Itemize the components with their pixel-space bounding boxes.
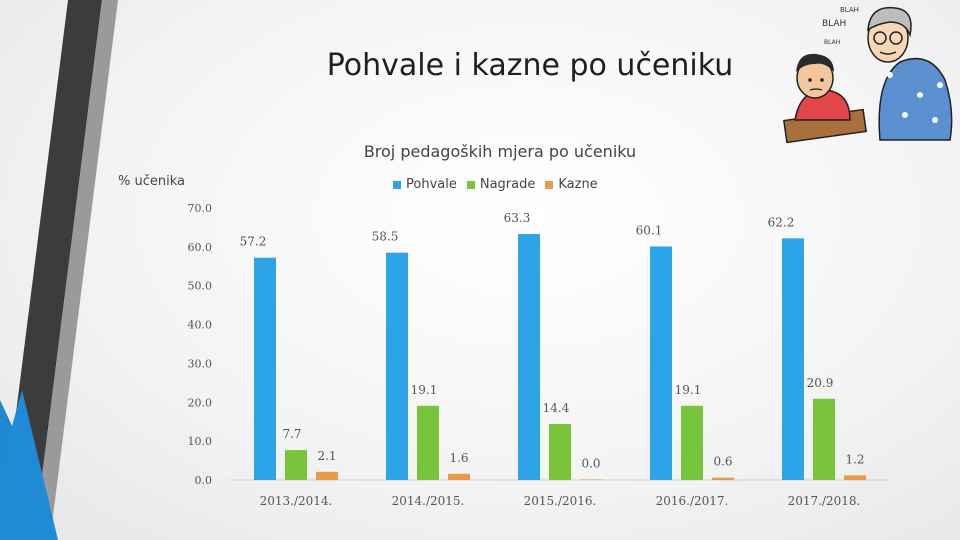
data-label-nagrade-2: 19.1: [411, 383, 438, 397]
slide-title: Pohvale i kazne po učeniku: [326, 48, 734, 83]
bar-kazne-3: [580, 479, 602, 480]
x-category-label: 2017./2018.: [788, 494, 861, 508]
chart-legend: Pohvale Nagrade Kazne: [393, 177, 598, 192]
data-label-pohvale-2: 58.5: [372, 230, 399, 244]
y-tick-label: 70.0: [188, 202, 213, 215]
data-label-nagrade-4: 19.1: [675, 383, 702, 397]
bar-pohvale-1: [254, 257, 276, 480]
data-label-pohvale-4: 60.1: [636, 223, 663, 237]
speech-text-1: BLAH: [840, 6, 859, 14]
teacher-student-illustration: BLAH BLAH BLAH: [783, 6, 953, 144]
y-tick-label: 10.0: [188, 435, 213, 448]
data-label-kazne-2: 1.6: [449, 451, 468, 465]
data-label-nagrade-3: 14.4: [543, 401, 570, 415]
bar-nagrade-5: [813, 398, 835, 480]
bar-nagrade-1: [285, 450, 307, 480]
bar-pohvale-4: [650, 246, 672, 480]
legend-label-kazne: Kazne: [558, 177, 598, 192]
x-category-label: 2013./2014.: [260, 494, 333, 508]
grey-stripe: [34, 0, 118, 540]
data-label-nagrade-1: 7.7: [282, 427, 301, 441]
data-label-nagrade-5: 20.9: [807, 376, 834, 390]
legend-item-nagrade: Nagrade: [466, 177, 536, 192]
bar-nagrade-2: [417, 405, 439, 480]
legend-swatch-pohvale: [393, 180, 401, 189]
bar-kazne-4: [712, 477, 734, 480]
data-label-kazne-4: 0.6: [713, 455, 732, 469]
y-tick-label: 30.0: [188, 357, 213, 370]
x-category-label: 2014./2015.: [392, 494, 465, 508]
y-tick-label: 50.0: [188, 280, 213, 293]
x-category-label: 2015./2016.: [524, 494, 597, 508]
bar-nagrade-3: [549, 424, 571, 480]
legend-swatch-kazne: [545, 180, 554, 189]
data-label-pohvale-3: 63.3: [504, 211, 531, 225]
data-label-kazne-3: 0.0: [581, 457, 600, 471]
y-tick-label: 20.0: [188, 396, 213, 409]
teacher-figure: [867, 6, 953, 141]
legend-item-kazne: Kazne: [545, 177, 598, 192]
legend-label-pohvale: Pohvale: [406, 177, 457, 192]
blue-stripe: [0, 390, 58, 540]
legend-swatch-nagrade: [466, 180, 475, 189]
bar-pohvale-3: [518, 234, 540, 480]
bar-kazne-5: [844, 475, 866, 480]
speech-text-3: BLAH: [824, 39, 840, 46]
y-tick-label: 0.0: [195, 474, 213, 487]
chart-title: Broj pedagoških mjera po učeniku: [363, 142, 637, 161]
x-category-label: 2016./2017.: [656, 494, 729, 508]
student-figure: [783, 53, 867, 144]
bar-pohvale-2: [386, 252, 408, 480]
bar-pohvale-5: [782, 238, 804, 480]
data-label-pohvale-5: 62.2: [768, 215, 795, 229]
speech-text-2: BLAH: [822, 19, 846, 29]
data-label-pohvale-1: 57.2: [240, 235, 267, 249]
y-tick-label: 40.0: [188, 319, 213, 332]
bar-kazne-2: [448, 473, 470, 480]
decorative-stripes: [0, 0, 118, 540]
data-label-kazne-1: 2.1: [317, 449, 336, 463]
y-axis-label: % učenika: [118, 174, 185, 189]
y-tick-label: 60.0: [188, 241, 213, 254]
bar-nagrade-4: [681, 405, 703, 480]
data-label-kazne-5: 1.2: [845, 452, 864, 466]
legend-label-nagrade: Nagrade: [479, 177, 536, 192]
bar-kazne-1: [316, 471, 338, 480]
legend-item-pohvale: Pohvale: [393, 177, 457, 192]
